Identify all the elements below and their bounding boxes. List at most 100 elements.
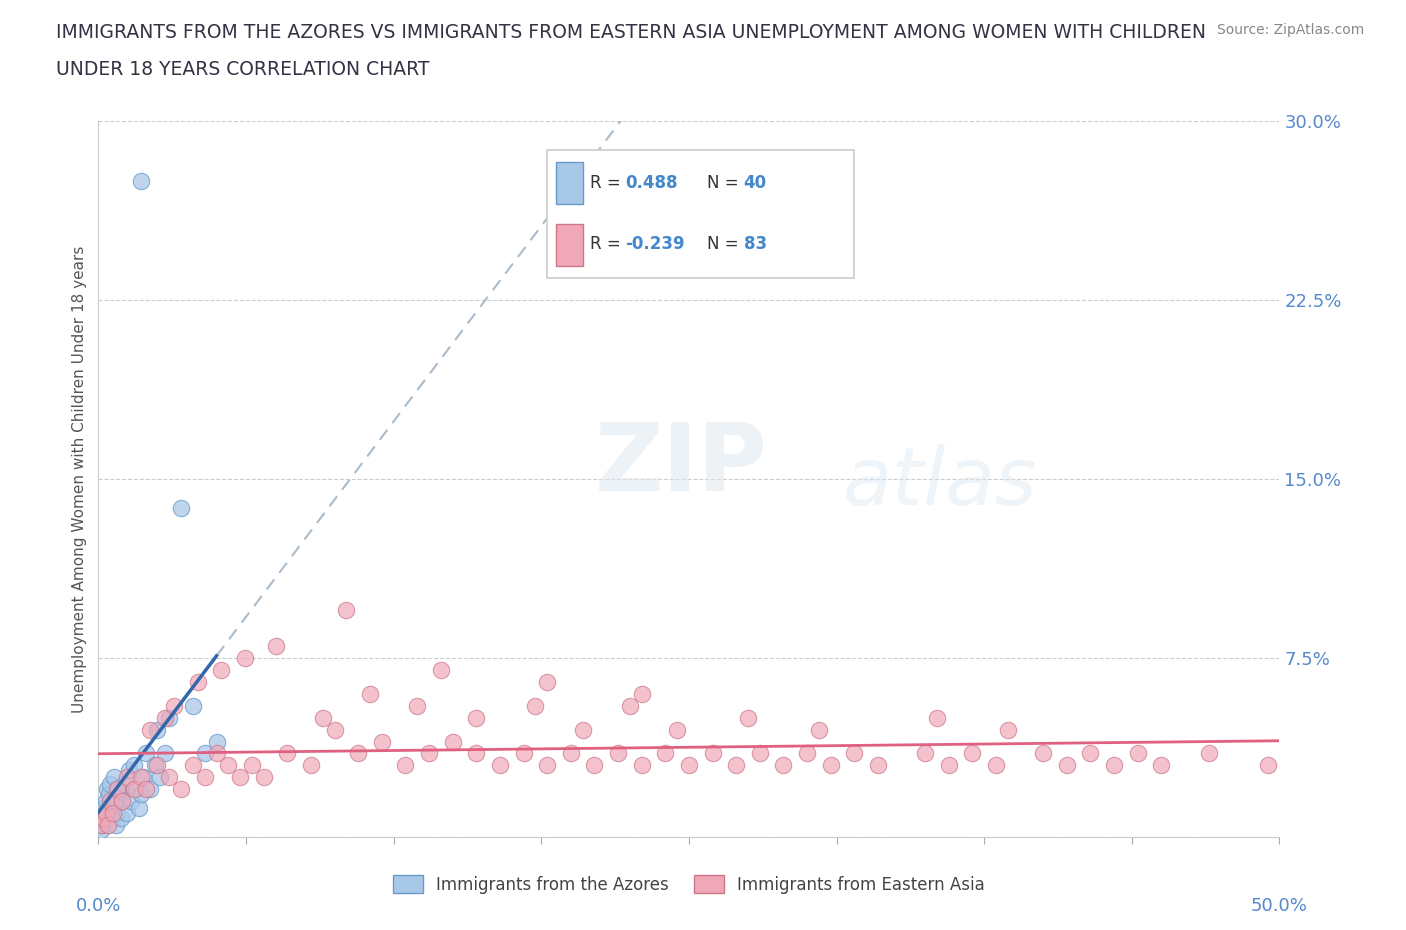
Point: [737, 711, 759, 725]
Point: [702, 746, 724, 761]
Point: [111, 794, 134, 809]
Point: [90, 817, 112, 832]
Point: [205, 746, 228, 761]
Point: [91, 810, 114, 825]
Point: [153, 746, 176, 761]
Y-axis label: Unemployment Among Women with Children Under 18 years: Unemployment Among Women with Children U…: [72, 246, 87, 712]
Point: [91, 810, 114, 825]
Point: [1126, 746, 1149, 761]
Point: [111, 794, 134, 809]
Point: [187, 674, 209, 689]
Point: [98, 777, 121, 792]
Point: [146, 758, 169, 773]
Point: [441, 734, 464, 749]
Point: [489, 758, 512, 773]
Point: [135, 746, 157, 761]
Point: [299, 758, 322, 773]
Point: [129, 787, 152, 802]
Point: [312, 711, 335, 725]
Point: [619, 698, 641, 713]
Point: [359, 686, 381, 701]
Point: [1032, 746, 1054, 761]
Point: [105, 805, 128, 820]
Point: [536, 674, 558, 689]
Point: [323, 722, 346, 737]
Point: [129, 173, 152, 188]
Point: [209, 662, 232, 677]
Point: [112, 777, 135, 792]
Point: [170, 782, 193, 797]
Point: [914, 746, 936, 761]
Point: [560, 746, 582, 761]
Point: [406, 698, 429, 713]
Point: [108, 787, 131, 802]
Point: [630, 758, 652, 773]
Point: [139, 782, 162, 797]
Point: [1198, 746, 1220, 761]
Point: [394, 758, 416, 773]
Point: [866, 758, 889, 773]
Point: [121, 794, 143, 809]
Point: [1150, 758, 1173, 773]
Point: [962, 746, 984, 761]
Point: [666, 722, 689, 737]
Point: [94, 794, 117, 809]
Point: [93, 801, 115, 816]
Point: [772, 758, 794, 773]
Text: 0.0%: 0.0%: [76, 897, 121, 915]
Point: [1080, 746, 1102, 761]
Text: 50.0%: 50.0%: [1251, 897, 1308, 915]
Point: [233, 651, 256, 666]
Point: [105, 782, 128, 797]
Point: [276, 746, 298, 761]
Point: [181, 758, 204, 773]
Point: [524, 698, 547, 713]
Point: [253, 770, 276, 785]
Text: Source: ZipAtlas.com: Source: ZipAtlas.com: [1216, 23, 1364, 37]
Point: [149, 770, 172, 785]
Point: [115, 770, 138, 785]
Point: [371, 734, 394, 749]
Point: [997, 722, 1019, 737]
Point: [129, 770, 152, 785]
Point: [678, 758, 700, 773]
Point: [139, 722, 162, 737]
Point: [157, 770, 180, 785]
Point: [1257, 758, 1279, 773]
Point: [96, 782, 118, 797]
Point: [512, 746, 534, 761]
Text: atlas: atlas: [842, 444, 1038, 522]
Text: UNDER 18 YEARS CORRELATION CHART: UNDER 18 YEARS CORRELATION CHART: [56, 60, 430, 79]
Point: [101, 805, 124, 820]
Point: [128, 801, 150, 816]
Point: [153, 711, 176, 725]
Point: [157, 711, 180, 725]
Point: [465, 711, 488, 725]
Point: [205, 734, 228, 749]
Point: [925, 711, 948, 725]
Point: [90, 822, 112, 837]
Point: [938, 758, 960, 773]
Text: ZIP: ZIP: [595, 418, 768, 511]
Point: [135, 782, 157, 797]
Point: [264, 639, 287, 654]
Point: [170, 500, 193, 515]
Point: [110, 810, 132, 825]
Point: [335, 603, 357, 618]
Point: [796, 746, 818, 761]
Point: [418, 746, 440, 761]
Point: [146, 722, 169, 737]
Point: [115, 805, 138, 820]
Point: [583, 758, 606, 773]
Point: [143, 758, 166, 773]
Point: [181, 698, 204, 713]
Point: [105, 817, 128, 832]
Point: [97, 817, 120, 832]
Point: [807, 722, 830, 737]
Point: [536, 758, 558, 773]
Point: [125, 782, 148, 797]
Point: [91, 817, 114, 832]
Point: [725, 758, 748, 773]
Point: [654, 746, 676, 761]
Point: [194, 746, 217, 761]
